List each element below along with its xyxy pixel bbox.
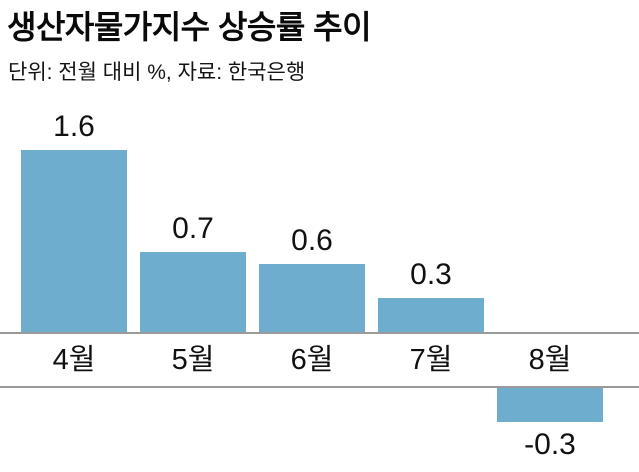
value-label: 0.3 <box>410 258 452 291</box>
chart-title: 생산자물가지수 상승률 추이 <box>7 9 372 45</box>
bar <box>497 388 603 422</box>
value-label: 1.6 <box>53 110 95 143</box>
label-band-bottom-line <box>0 386 639 388</box>
zero-axis-line <box>0 332 639 334</box>
bar <box>21 150 127 332</box>
category-label: 6월 <box>290 344 334 376</box>
chart-subtitle: 단위: 전월 대비 %, 자료: 한국은행 <box>8 61 306 84</box>
category-label: 7월 <box>409 344 453 376</box>
value-label: -0.3 <box>524 428 576 461</box>
value-label: 0.6 <box>291 224 333 257</box>
bar <box>140 252 246 332</box>
bar <box>259 264 365 332</box>
category-label: 8월 <box>528 344 572 376</box>
value-label: 0.7 <box>172 212 214 245</box>
category-label: 5월 <box>171 344 215 376</box>
category-label: 4월 <box>52 344 96 376</box>
bar <box>378 298 484 332</box>
